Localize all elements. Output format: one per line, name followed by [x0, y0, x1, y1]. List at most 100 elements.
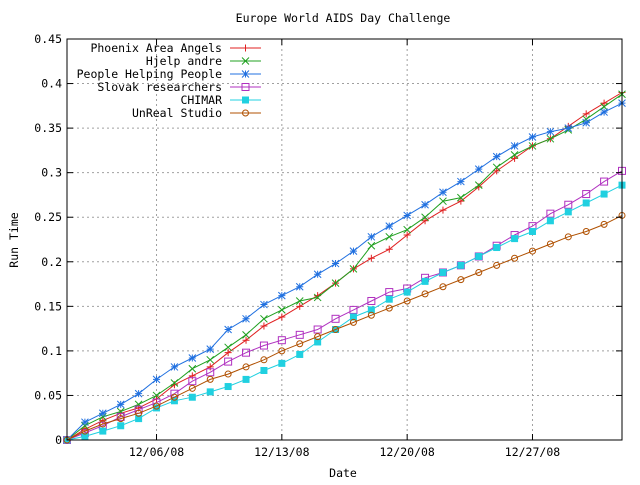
data-point	[224, 370, 232, 378]
y-tick-label: 0.3	[41, 166, 62, 180]
data-point	[600, 177, 609, 186]
data-point	[242, 330, 250, 339]
data-point	[117, 415, 125, 423]
x-tick-label: 12/06/08	[129, 445, 184, 459]
data-point	[278, 313, 286, 321]
data-point	[403, 211, 412, 220]
grid	[67, 39, 622, 440]
data-point	[457, 197, 465, 205]
data-point	[260, 356, 268, 364]
data-point	[206, 368, 215, 377]
series-line	[66, 102, 623, 441]
data-point	[314, 338, 322, 346]
data-point	[117, 422, 125, 430]
data-point	[439, 283, 447, 291]
axis-ticks: 0 0.05 0.1 0.15 0.2 0.25 0.3 0.35 0.4 0.45 12/06/0…	[34, 32, 622, 459]
data-point	[492, 152, 501, 161]
series-line	[66, 170, 623, 441]
data-point	[385, 245, 393, 253]
legend-entry: Phoenix Area Angels	[90, 41, 261, 55]
data-point	[564, 200, 573, 209]
data-point	[546, 127, 555, 136]
data-point	[349, 313, 357, 321]
data-point	[242, 348, 251, 357]
data-point	[295, 330, 304, 339]
legend-label: People Helping People	[77, 67, 222, 81]
legend-entry: CHIMAR	[180, 93, 261, 107]
x-tick-label: 12/13/08	[254, 445, 309, 459]
data-point	[242, 314, 250, 323]
data-point	[546, 217, 554, 225]
y-tick-label: 0.1	[41, 344, 62, 358]
data-point	[170, 393, 178, 401]
y-axis-label: Run Time	[7, 212, 21, 267]
series-1	[63, 90, 626, 444]
data-point	[153, 402, 161, 410]
data-point	[188, 377, 197, 386]
data-point	[295, 282, 304, 291]
data-point	[188, 364, 197, 373]
y-tick-label: 0.2	[41, 255, 62, 269]
data-point	[511, 154, 519, 162]
legend-marker	[241, 70, 250, 78]
y-tick-label: 0.45	[34, 32, 62, 46]
series-2	[63, 99, 626, 444]
series-line	[66, 93, 623, 441]
data-point	[313, 293, 322, 302]
data-point	[296, 302, 304, 310]
y-tick-label: 0.35	[34, 121, 62, 135]
data-point	[475, 252, 483, 260]
data-point	[313, 325, 322, 334]
data-point	[170, 397, 178, 405]
y-tick-label: 0.15	[34, 299, 62, 313]
data-point	[492, 163, 501, 172]
data-point	[152, 375, 161, 384]
data-point	[385, 232, 394, 241]
data-point	[439, 206, 447, 214]
legend-entry: Hjelp andre	[146, 54, 261, 68]
data-point	[475, 268, 483, 276]
x-tick-label: 12/27/08	[505, 445, 560, 459]
data-point	[278, 359, 286, 367]
legend-label: Slovak researchers	[97, 80, 222, 94]
x-axis-label: Date	[329, 466, 357, 480]
data-point	[493, 261, 501, 269]
data-point	[331, 279, 340, 288]
data-point	[188, 354, 197, 362]
data-point	[260, 366, 268, 374]
data-point	[349, 305, 358, 314]
data-point	[367, 241, 376, 250]
data-point	[582, 118, 591, 127]
data-point	[135, 409, 143, 417]
legend-label: CHIMAR	[180, 93, 222, 107]
data-point	[206, 345, 215, 353]
data-point	[260, 322, 268, 330]
series-line	[66, 92, 623, 441]
data-point	[528, 227, 536, 235]
data-point	[439, 197, 447, 206]
data-point	[564, 124, 573, 132]
data-point	[277, 336, 286, 345]
data-point	[224, 383, 232, 391]
data-point	[134, 389, 143, 398]
data-point	[81, 427, 89, 435]
legend-marker	[242, 96, 249, 104]
data-point	[206, 388, 214, 396]
data-point	[367, 296, 376, 305]
data-point	[153, 404, 161, 412]
data-point	[546, 240, 554, 248]
data-point	[188, 393, 196, 401]
data-point	[98, 409, 107, 418]
data-point	[331, 314, 340, 323]
data-point	[600, 220, 608, 228]
legend-marker	[241, 57, 250, 65]
legend-entry: People Helping People	[77, 67, 261, 81]
data-point	[474, 165, 483, 173]
data-point	[332, 326, 340, 334]
data-point	[385, 222, 394, 230]
y-tick-label: 0	[55, 433, 62, 447]
series-line	[66, 214, 623, 441]
